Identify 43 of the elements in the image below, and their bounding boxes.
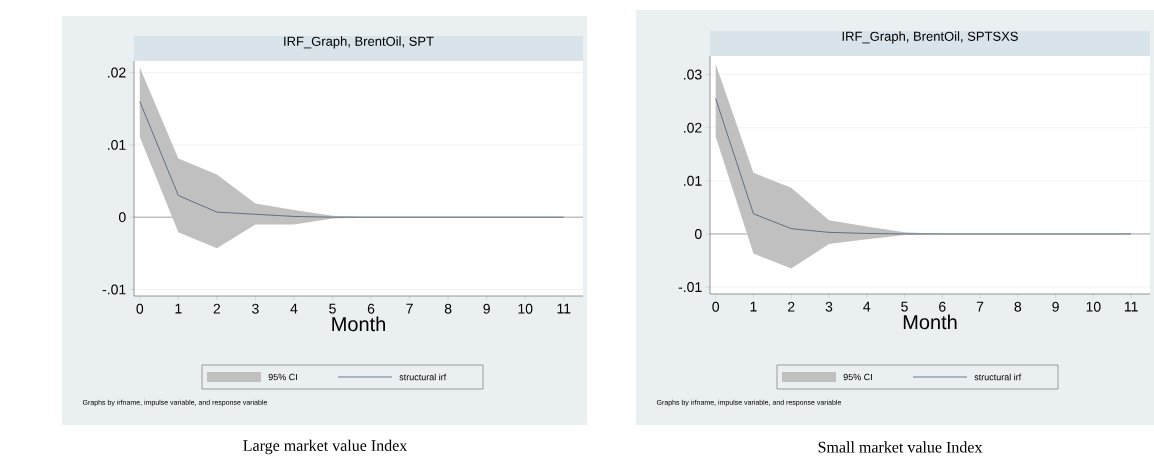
x-tick-label: 10 (518, 303, 533, 314)
chart-title: IRF_Graph, BrentOil, SPT (284, 36, 434, 49)
x-tick-label: 8 (1014, 301, 1022, 312)
y-tick-label: .02 (684, 122, 702, 133)
x-tick-label: 3 (252, 303, 259, 314)
x-tick-label: 1 (750, 301, 757, 312)
x-axis-title: Month (903, 314, 957, 330)
x-tick-label: 6 (939, 301, 946, 312)
x-tick-label: 0 (136, 303, 144, 314)
y-tick-label: .01 (108, 139, 126, 150)
x-tick-label: 2 (213, 303, 221, 314)
text: Small market value Index (818, 441, 983, 453)
x-tick-label: 4 (290, 303, 298, 314)
x-tick-label: 0 (712, 301, 720, 312)
x-tick-label: 2 (788, 301, 795, 312)
x-tick-label: 9 (483, 303, 490, 314)
text: structural irf (399, 373, 447, 381)
x-tick-label: 9 (1052, 301, 1059, 312)
x-axis-title: Month (332, 316, 385, 332)
y-tick-label: .02 (108, 67, 126, 78)
x-tick-label: 11 (1124, 301, 1138, 312)
text: Large market value Index (243, 439, 408, 455)
x-tick-label: 5 (901, 301, 908, 312)
x-tick-label: 5 (329, 303, 336, 314)
y-tick-label: -.01 (678, 282, 702, 293)
x-tick-label: 3 (825, 301, 833, 312)
text: 95% CI (268, 373, 297, 381)
y-tick-label: .03 (684, 69, 702, 80)
x-tick-label: 8 (444, 303, 452, 314)
y-tick-label: 0 (694, 228, 702, 239)
y-tick-label: 0 (118, 212, 126, 223)
y-tick-label: -.01 (102, 284, 126, 295)
text: structural irf (974, 373, 1022, 381)
x-tick-label: 10 (1086, 301, 1101, 312)
x-tick-label: 7 (976, 301, 984, 312)
y-tick-label: .01 (684, 175, 702, 186)
text: 95% CI (843, 373, 872, 381)
x-tick-label: 1 (175, 303, 182, 314)
x-tick-label: 7 (406, 303, 413, 314)
x-tick-label: 6 (367, 303, 375, 314)
chart-title: IRF_Graph, BrentOil, SPTSXS (842, 31, 1018, 44)
x-tick-label: 4 (863, 301, 871, 312)
x-tick-label: 11 (557, 303, 571, 314)
